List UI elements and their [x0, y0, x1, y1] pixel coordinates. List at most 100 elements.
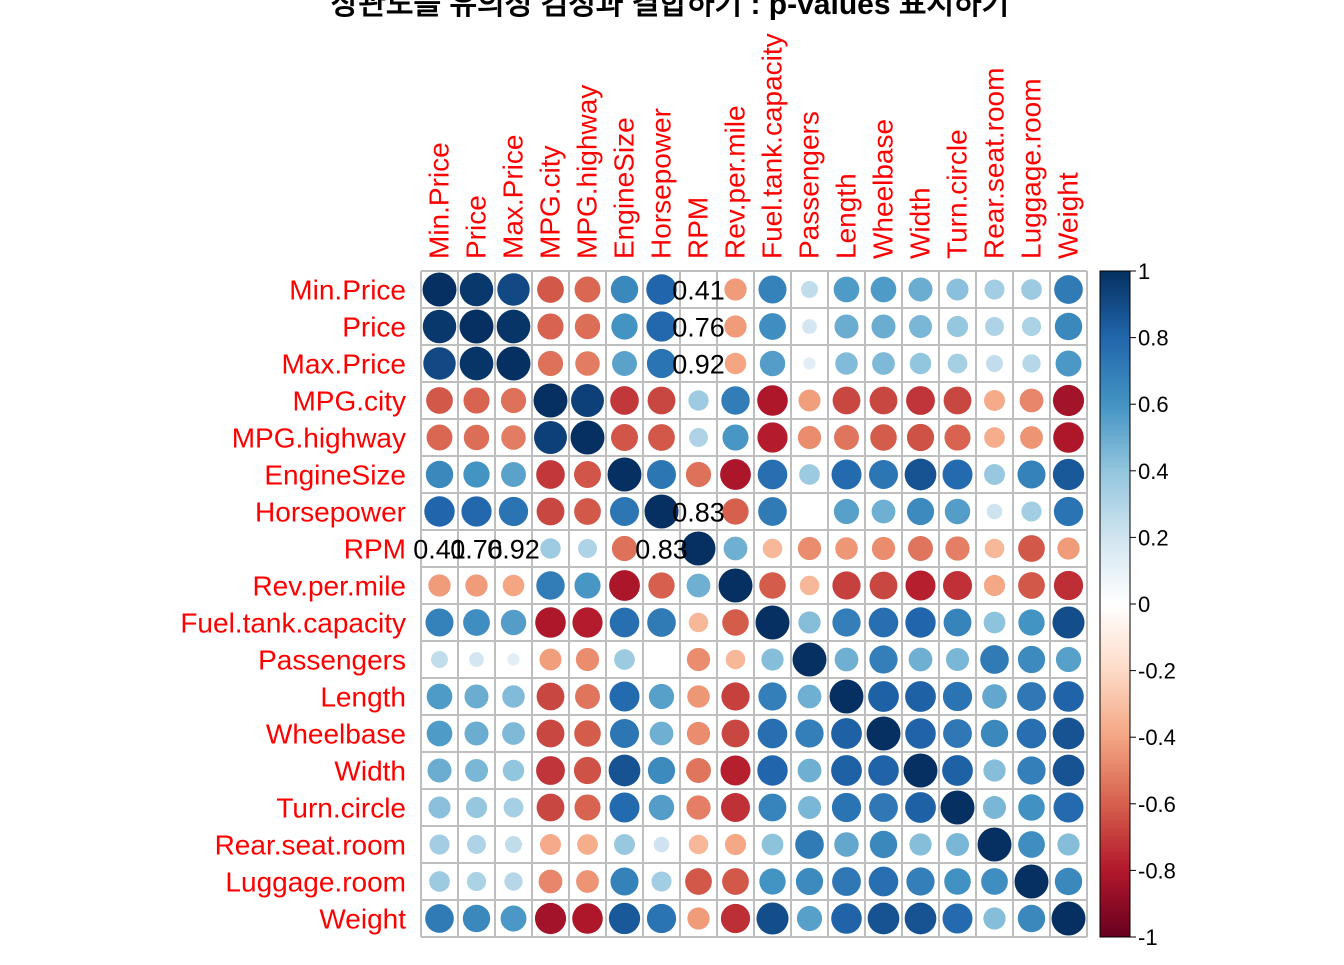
corr-circle-Width-EngineSize: [608, 754, 641, 787]
row-label-Width: Width: [334, 756, 406, 787]
corr-circle-Max.Price-Fuel.tank.capacity: [759, 350, 786, 377]
corr-circle-Turn.circle-Width: [905, 792, 936, 823]
corr-circle-Length-EngineSize: [609, 681, 640, 712]
corr-circle-Wheelbase-RPM: [686, 721, 711, 746]
row-label-EngineSize: EngineSize: [264, 460, 406, 491]
corr-circle-MPG.city-Passengers: [798, 389, 821, 412]
corr-circle-Rear.seat.room-EngineSize: [614, 834, 635, 855]
corr-circle-RPM-Min.Price: [436, 545, 443, 552]
corr-circle-Width-MPG.highway: [573, 756, 602, 785]
corr-circle-Weight-MPG.highway: [572, 903, 603, 934]
corr-circle-Wheelbase-Max.Price: [502, 722, 525, 745]
corr-circle-Rear.seat.room-Width: [909, 833, 932, 856]
corr-circle-MPG.highway-Price: [463, 424, 490, 451]
corr-circle-Price-Wheelbase: [871, 314, 896, 339]
corr-circle-Wheelbase-Turn.circle: [943, 719, 972, 748]
row-label-Fuel.tank.capacity: Fuel.tank.capacity: [180, 608, 406, 639]
colorbar-tick-label: 1: [1138, 259, 1150, 284]
corr-circle-MPG.city-MPG.city: [533, 383, 568, 418]
corr-circle-Width-Wheelbase: [868, 755, 899, 786]
corr-circle-Length-Rear.seat.room: [982, 684, 1007, 709]
corr-circle-Rear.seat.room-RPM: [688, 834, 709, 855]
corr-circle-Length-Max.Price: [502, 685, 525, 708]
corr-circle-Price-Weight: [1054, 312, 1083, 341]
corr-circle-Horsepower-Fuel.tank.capacity: [758, 497, 787, 526]
colorbar-tick-label: 0.4: [1138, 459, 1169, 484]
corr-circle-Price-Passengers: [802, 319, 817, 334]
corr-circle-Rear.seat.room-Fuel.tank.capacity: [761, 833, 784, 856]
corr-circle-MPG.highway-Fuel.tank.capacity: [757, 422, 788, 453]
corr-circle-Fuel.tank.capacity-Horsepower: [647, 608, 676, 637]
corr-circle-Turn.circle-Turn.circle: [940, 790, 975, 825]
corr-circle-Rear.seat.room-Luggage.room: [1018, 831, 1045, 858]
row-label-MPG.city: MPG.city: [292, 386, 406, 417]
corr-circle-Min.Price-Luggage.room: [1021, 279, 1042, 300]
corr-circle-Rev.per.mile-Width: [905, 570, 936, 601]
corr-circle-Luggage.room-Fuel.tank.capacity: [759, 868, 786, 895]
row-label-Wheelbase: Wheelbase: [266, 719, 406, 750]
corr-circle-Passengers-Wheelbase: [869, 645, 898, 674]
corr-circle-Wheelbase-Passengers: [795, 719, 824, 748]
corr-circle-Fuel.tank.capacity-Weight: [1052, 606, 1085, 639]
corr-circle-Turn.circle-MPG.city: [536, 793, 565, 822]
corr-circle-RPM-MPG.highway: [578, 539, 597, 558]
corr-circle-Min.Price-Turn.circle: [946, 278, 969, 301]
colorbar-tick-label: -0.8: [1138, 858, 1176, 883]
row-label-Horsepower: Horsepower: [255, 497, 406, 528]
corr-circle-Weight-Fuel.tank.capacity: [756, 902, 789, 935]
corr-circle-Weight-Turn.circle: [942, 903, 973, 934]
corr-circle-Rev.per.mile-Weight: [1053, 570, 1084, 601]
corr-circle-Max.Price-MPG.highway: [575, 351, 600, 376]
corr-circle-Fuel.tank.capacity-EngineSize: [609, 607, 640, 638]
corr-circle-Rev.per.mile-Fuel.tank.capacity: [759, 572, 786, 599]
corr-circle-MPG.city-Fuel.tank.capacity: [757, 385, 788, 416]
corr-circle-Luggage.room-Width: [906, 867, 935, 896]
corr-circle-Turn.circle-Weight: [1053, 792, 1084, 823]
corr-circle-Turn.circle-Wheelbase: [869, 793, 898, 822]
corr-circle-RPM-Wheelbase: [871, 536, 896, 561]
corr-circle-Price-MPG.highway: [574, 313, 601, 340]
corr-circle-Rev.per.mile-Length: [832, 571, 861, 600]
corr-circle-MPG.highway-MPG.city: [534, 421, 567, 454]
corr-circle-Width-Turn.circle: [942, 755, 973, 786]
corr-circle-Horsepower-Horsepower: [644, 494, 679, 529]
corr-circle-MPG.city-Wheelbase: [869, 386, 898, 415]
corr-circle-RPM-Rear.seat.room: [984, 538, 1005, 559]
corr-circle-Wheelbase-Fuel.tank.capacity: [757, 718, 788, 749]
corr-circle-Weight-Length: [831, 903, 862, 934]
corr-circle-Min.Price-Horsepower: [646, 274, 677, 305]
col-label-Weight: Weight: [1053, 172, 1084, 259]
corr-circle-Turn.circle-Min.Price: [428, 796, 451, 819]
corr-circle-Wheelbase-Rear.seat.room: [980, 719, 1009, 748]
corr-circle-Rear.seat.room-MPG.city: [540, 834, 561, 855]
corr-circle-RPM-MPG.city: [540, 538, 561, 559]
corr-circle-Min.Price-MPG.city: [537, 276, 564, 303]
corr-circle-EngineSize-Wheelbase: [868, 459, 899, 490]
corr-circle-Weight-Rev.per.mile: [720, 903, 751, 934]
col-label-Max.Price: Max.Price: [498, 135, 529, 259]
col-label-Width: Width: [905, 187, 936, 259]
corr-circle-Turn.circle-Length: [831, 792, 862, 823]
col-label-RPM: RPM: [683, 197, 714, 259]
corr-circle-Length-Weight: [1053, 681, 1084, 712]
corr-circle-Rev.per.mile-Price: [465, 574, 488, 597]
corr-circle-MPG.city-Horsepower: [647, 386, 676, 415]
corr-circle-Wheelbase-Luggage.room: [1016, 718, 1047, 749]
corr-circle-Horsepower-Wheelbase: [871, 499, 896, 524]
corr-circle-Rev.per.mile-Rear.seat.room: [983, 574, 1006, 597]
corr-circle-MPG.city-Rear.seat.room: [984, 390, 1005, 411]
corr-circle-Wheelbase-Horsepower: [649, 721, 674, 746]
corr-circle-Passengers-MPG.city: [539, 648, 562, 671]
corr-circle-Rear.seat.room-Turn.circle: [945, 832, 970, 857]
corr-circle-Passengers-RPM: [686, 647, 711, 672]
p-value-labels: 0.410.760.920.830.410.760.92 0.83: [413, 276, 725, 565]
corr-circle-Wheelbase-Weight: [1052, 717, 1085, 750]
col-label-EngineSize: EngineSize: [609, 117, 640, 259]
corr-circle-Min.Price-Wheelbase: [870, 276, 897, 303]
corr-circle-Weight-Luggage.room: [1017, 904, 1046, 933]
corr-circle-Width-Weight: [1052, 754, 1085, 787]
corr-circle-MPG.city-Price: [463, 387, 490, 414]
col-label-Min.Price: Min.Price: [424, 142, 455, 259]
p-value-label: 0.76: [672, 313, 725, 343]
corr-circle-RPM-Weight: [1057, 537, 1080, 560]
